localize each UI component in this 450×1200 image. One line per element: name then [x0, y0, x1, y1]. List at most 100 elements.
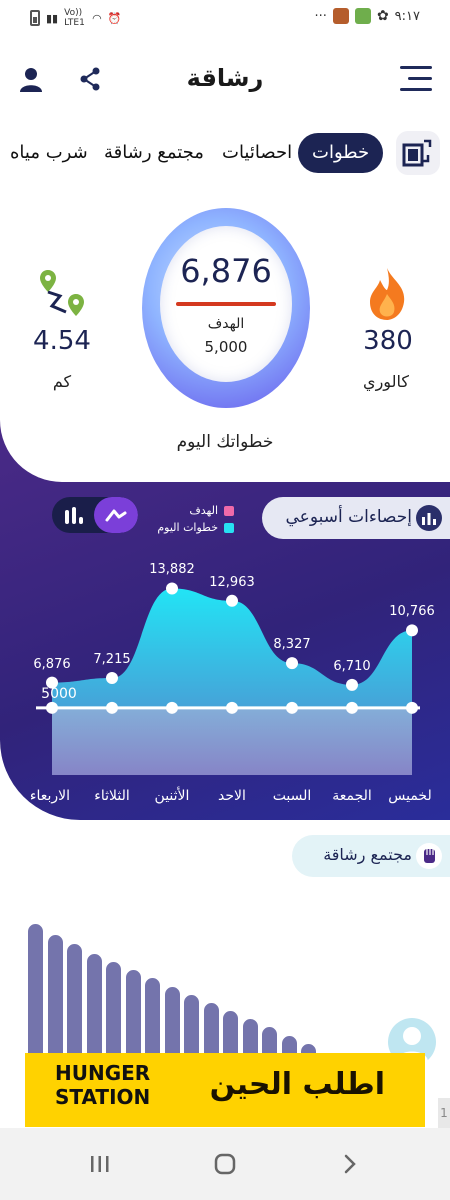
data-label: 6,876 [33, 656, 71, 672]
tab-bar: خطوات احصائيات مجتمع رشاقة شرب مياه [0, 125, 450, 181]
status-left: ▮▮ Vo)) LTE1 ◠ ⏰ [30, 8, 121, 28]
flame-icon [370, 268, 405, 320]
steps-point[interactable] [166, 582, 178, 595]
home-icon[interactable] [205, 1148, 245, 1180]
x-axis-label: الجمعة [332, 788, 372, 804]
x-axis-label: لخميس [388, 788, 432, 804]
more-notifications: ··· [314, 8, 327, 24]
app-header: رشاقة [0, 50, 450, 110]
weekly-steps-chart [36, 582, 420, 775]
goal-point [286, 701, 298, 714]
goal-point [106, 701, 118, 714]
route-map-icon [40, 270, 84, 316]
legend-swatch [224, 505, 234, 516]
community-bar [203, 1003, 219, 1060]
x-axis-label: الاربعاء [29, 788, 71, 804]
line-view-toggle[interactable] [94, 497, 138, 533]
goal-label: الهدف [207, 316, 245, 332]
ad-logo: HUNGER STATION [55, 1061, 163, 1119]
ad-banner[interactable]: HUNGER STATION اطلب الحين [25, 1053, 425, 1127]
steps-progress-line [176, 302, 276, 306]
status-right: ··· ✿ ٩:١٧ [315, 8, 420, 24]
community-ranking-bars [28, 920, 328, 1060]
community-bar [67, 944, 82, 1060]
clock: ٩:١٧ [394, 8, 420, 24]
community-bar [164, 987, 180, 1060]
notification-icon: ✿ [376, 8, 389, 24]
ad-logo-line1: HUNGER [55, 1061, 151, 1085]
steps-count: 6,876 [180, 252, 272, 290]
goal-point [226, 701, 238, 714]
recent-apps-icon[interactable] [80, 1148, 120, 1180]
bar-view-icon[interactable] [64, 506, 84, 524]
goal-point [166, 701, 178, 714]
legend-label: الهدف [189, 504, 218, 517]
bar-chart-icon [416, 505, 442, 531]
battery-icon [30, 10, 40, 26]
steps-point[interactable] [46, 676, 58, 689]
x-axis-label: السبت [272, 788, 312, 804]
goal-line-label: 5000 [41, 685, 77, 702]
line-view-icon [105, 509, 127, 522]
legend-item: خطوات اليوم [150, 521, 234, 534]
goal-point [346, 701, 358, 714]
legend-label: خطوات اليوم [157, 521, 218, 534]
today-steps-label: خطواتك اليوم [176, 432, 274, 452]
community-bar [47, 935, 63, 1060]
community-bar [223, 1011, 238, 1060]
ad-logo-line2: STATION [55, 1085, 151, 1109]
fist-icon [416, 843, 442, 869]
steps-point[interactable] [406, 624, 418, 637]
switch-view-icon[interactable] [396, 131, 440, 175]
community-bar [145, 978, 160, 1060]
data-label: 13,882 [149, 562, 195, 578]
tab-community[interactable]: مجتمع رشاقة [104, 142, 204, 163]
summary-panel-edge [0, 420, 450, 482]
menu-icon[interactable] [400, 64, 432, 94]
tab-water[interactable]: شرب مياه [10, 142, 88, 163]
goal-point [406, 701, 418, 714]
data-label: 8,327 [273, 637, 311, 653]
chart-legend: الهدف خطوات اليوم [150, 504, 234, 534]
chart-type-toggle[interactable] [52, 497, 138, 533]
community-bar [125, 970, 141, 1060]
x-axis-label: الثلاثاء [94, 788, 130, 804]
profile-icon[interactable] [18, 66, 44, 92]
ad-info-tag[interactable]: 1 [438, 1098, 450, 1128]
back-icon[interactable] [330, 1148, 370, 1180]
distance-value: 4.54 [33, 326, 91, 356]
data-label: 6,710 [333, 658, 371, 674]
network-label: Vo)) LTE1 [64, 8, 85, 28]
steps-point[interactable] [346, 678, 358, 691]
signal-icon: ▮▮ [46, 11, 59, 25]
distance-unit: كم [52, 372, 72, 391]
goal-area [52, 707, 412, 775]
system-navigation-bar [0, 1128, 450, 1200]
data-label: 10,766 [389, 604, 435, 620]
community-title: مجتمع رشاقة [323, 845, 412, 864]
goal-point [46, 701, 58, 714]
community-bar [184, 995, 199, 1060]
steps-point[interactable] [286, 657, 298, 670]
x-axis-label: الأثنين [154, 788, 190, 804]
community-bar [28, 924, 43, 1060]
weekly-title: إحصاءات أسبوعي [285, 507, 412, 527]
alarm-icon: ⏰ [107, 11, 122, 25]
wifi-icon: ◠ [92, 11, 102, 25]
tab-statistics[interactable]: احصائيات [222, 142, 293, 163]
app-notification-icon [354, 8, 371, 24]
goal-value: 5,000 [204, 338, 248, 356]
share-icon[interactable] [78, 66, 102, 92]
legend-item: الهدف [150, 504, 234, 517]
steps-point[interactable] [226, 594, 238, 607]
calories-value: 380 [363, 326, 413, 356]
data-label: 12,963 [209, 574, 255, 590]
community-bar [106, 962, 121, 1060]
community-bar [86, 954, 102, 1060]
tab-steps[interactable]: خطوات [298, 133, 384, 173]
ad-headline: اطلب الحين [209, 1067, 385, 1102]
calories-label: كالوري [363, 372, 409, 391]
steps-point[interactable] [106, 672, 118, 685]
data-label: 7,215 [93, 652, 131, 668]
